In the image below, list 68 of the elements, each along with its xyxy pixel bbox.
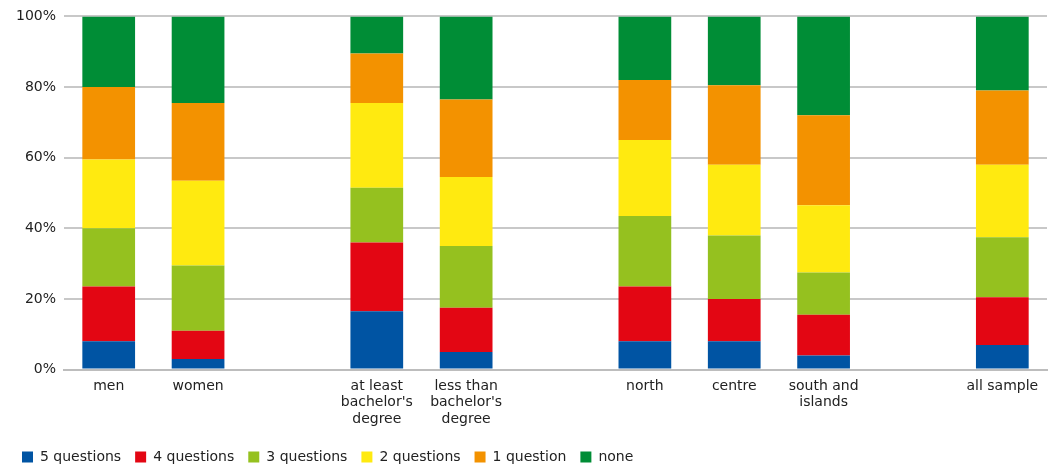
y-tick-label: 80%	[24, 77, 57, 94]
bar	[350, 53, 404, 103]
bar	[797, 314, 850, 356]
bar	[439, 99, 493, 178]
bar	[350, 102, 404, 188]
bar	[797, 115, 850, 206]
y-tick-label: 0%	[33, 360, 57, 377]
bar	[350, 187, 404, 243]
bar	[439, 307, 493, 352]
bar	[975, 164, 1029, 238]
bar	[171, 265, 225, 331]
bar	[350, 242, 404, 312]
y-tick-label: 40%	[24, 218, 57, 235]
bar	[350, 16, 404, 54]
legend-label: 2 questions	[379, 447, 461, 464]
y-tick-label: 100%	[15, 7, 57, 24]
bar	[707, 341, 761, 369]
y-tick-label: 60%	[24, 148, 57, 165]
bar	[171, 330, 225, 359]
bar	[82, 286, 136, 342]
bar	[797, 355, 850, 369]
bar	[975, 90, 1029, 165]
legend-label: 4 questions	[153, 447, 235, 464]
x-tick-label: centre	[711, 376, 757, 393]
bar	[618, 79, 672, 141]
bar	[439, 245, 493, 308]
bar	[439, 177, 493, 246]
x-tick-label: at least bachelor's degree	[340, 376, 413, 427]
legend-label: 5 questions	[40, 447, 122, 464]
x-tick-label: south and islands	[788, 376, 859, 410]
bar	[707, 235, 761, 299]
bar	[171, 359, 225, 369]
bar	[171, 16, 225, 103]
bar	[350, 311, 404, 369]
bar	[618, 140, 672, 216]
bar	[618, 286, 672, 342]
bar	[82, 341, 136, 369]
bar	[797, 272, 850, 315]
bar	[975, 237, 1029, 298]
x-tick-label: less than bachelor's degree	[430, 376, 503, 427]
bar	[82, 159, 136, 229]
x-tick-label: men	[93, 376, 125, 393]
legend-label: 3 questions	[266, 447, 348, 464]
x-tick-label: all sample	[966, 376, 1039, 393]
bar	[975, 297, 1029, 345]
bar	[618, 215, 672, 287]
y-tick-label: 20%	[24, 289, 57, 306]
bar	[82, 228, 136, 287]
legend-label: none	[598, 447, 634, 464]
bar	[82, 87, 136, 160]
bar	[171, 180, 225, 266]
bar	[797, 16, 850, 116]
bar	[171, 102, 225, 181]
bar	[439, 351, 493, 369]
bar	[707, 298, 761, 342]
bar	[618, 341, 672, 369]
bar	[439, 16, 493, 100]
legend-label: 1 question	[492, 447, 567, 464]
bar	[797, 205, 850, 273]
bar	[707, 164, 761, 236]
x-tick-label: women	[172, 376, 224, 393]
x-tick-label: north	[626, 376, 664, 393]
bar	[707, 16, 761, 86]
bar	[975, 16, 1029, 91]
bar	[975, 344, 1029, 369]
bar	[82, 16, 136, 88]
bar	[707, 85, 761, 165]
bar	[618, 16, 672, 80]
